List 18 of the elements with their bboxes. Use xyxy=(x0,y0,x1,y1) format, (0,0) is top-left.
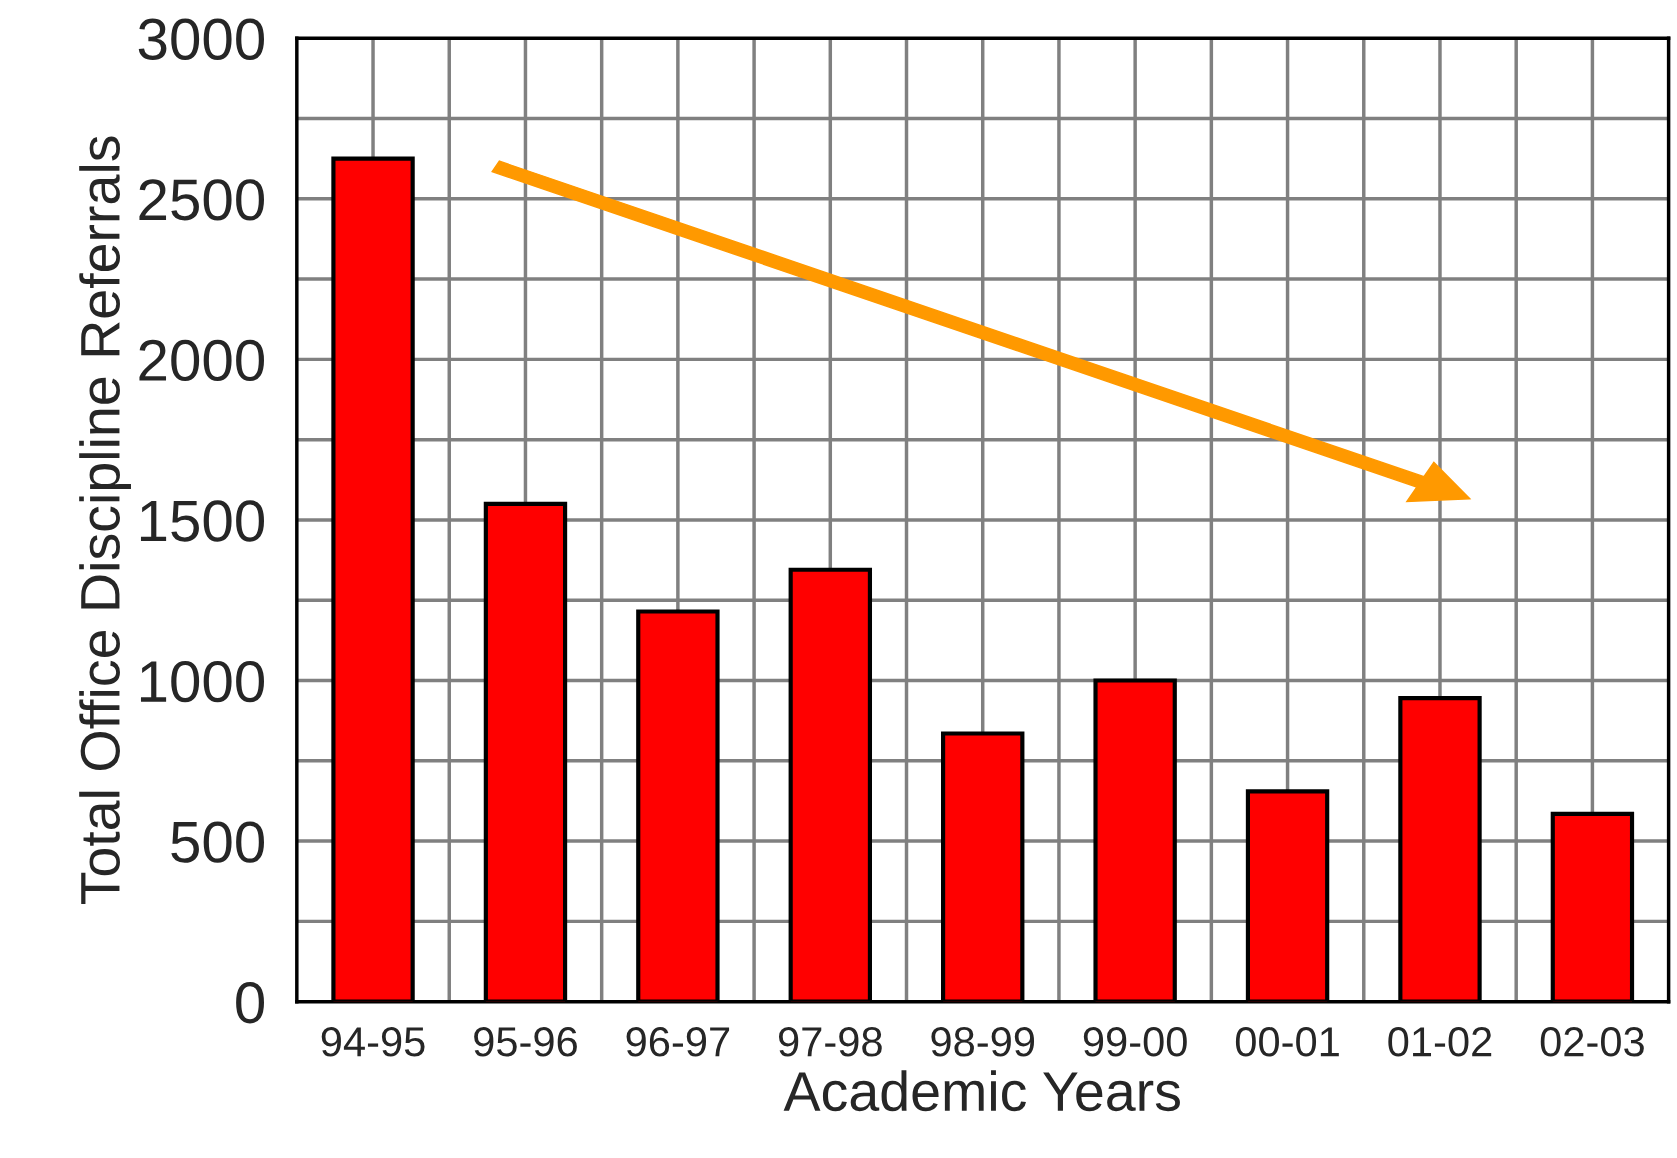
y-tick-label: 1500 xyxy=(140,500,265,542)
x-tick-label: 01-02 xyxy=(1388,1027,1492,1057)
x-tick-label: 99-00 xyxy=(1083,1027,1187,1057)
x-tick-label: 98-99 xyxy=(931,1027,1035,1057)
y-tick-label: 3000 xyxy=(138,18,265,60)
y-tick-label: 500 xyxy=(171,821,264,863)
y-tick-label: 2000 xyxy=(139,339,265,382)
x-tick-label: 97-98 xyxy=(778,1027,882,1057)
x-axis-title: Academic Years xyxy=(783,1070,1180,1112)
x-tick-label: 94-95 xyxy=(321,1027,425,1057)
x-tick-label: 95-96 xyxy=(474,1027,577,1057)
x-tick-label: 96-97 xyxy=(626,1027,730,1057)
y-tick-label: 1000 xyxy=(140,660,265,703)
y-axis-title: Total Office Discipline Referrals xyxy=(79,136,131,905)
x-tick-label: 00-01 xyxy=(1235,1027,1339,1057)
y-tick-label: 0 xyxy=(236,982,264,1024)
x-tick-label: 02-03 xyxy=(1540,1027,1644,1057)
y-tick-label: 2500 xyxy=(139,179,265,221)
